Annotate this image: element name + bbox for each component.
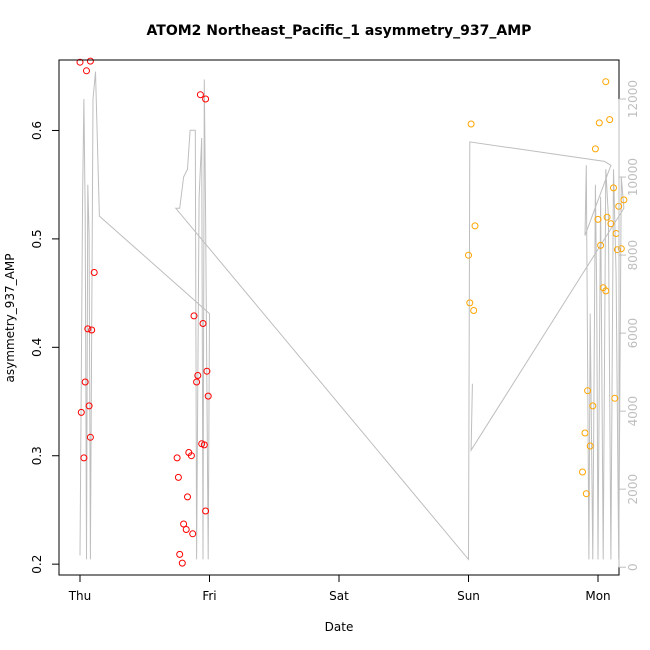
data-point-red-29 bbox=[189, 530, 197, 538]
data-point-orange-24 bbox=[471, 222, 479, 230]
data-point-orange-12 bbox=[617, 245, 625, 253]
y2-tick-label: 10000 bbox=[626, 158, 640, 196]
data-point-orange-19 bbox=[581, 429, 589, 437]
x-tick-label: Fri bbox=[202, 589, 216, 603]
data-point-red-23 bbox=[173, 454, 181, 462]
series-red bbox=[76, 57, 212, 567]
data-point-red-10 bbox=[80, 454, 88, 462]
data-point-red-7 bbox=[85, 402, 93, 410]
plot-frame bbox=[58, 59, 620, 576]
y2-tick-label: 12000 bbox=[626, 80, 640, 118]
y2-tick-label: 6000 bbox=[626, 318, 640, 349]
data-point-red-5 bbox=[88, 326, 96, 334]
series-orange bbox=[465, 78, 628, 498]
data-point-red-13 bbox=[190, 312, 198, 320]
x-axis-label: Date bbox=[325, 620, 354, 634]
data-point-orange-7 bbox=[603, 213, 611, 221]
y-tick-label: 0.3 bbox=[30, 446, 44, 465]
data-point-red-31 bbox=[178, 559, 186, 567]
data-point-red-12 bbox=[202, 95, 210, 103]
data-point-red-30 bbox=[176, 550, 184, 558]
data-point-orange-17 bbox=[584, 387, 592, 395]
data-point-red-20 bbox=[200, 441, 208, 449]
data-point-red-1 bbox=[83, 67, 90, 75]
data-point-red-2 bbox=[86, 57, 94, 65]
data-point-orange-10 bbox=[612, 230, 620, 237]
y-tick-label: 0.4 bbox=[30, 338, 44, 357]
y-tick-label: 0.2 bbox=[30, 555, 44, 574]
data-point-orange-5 bbox=[620, 196, 628, 204]
y2-tick-label: 8000 bbox=[626, 240, 640, 271]
x-tick-label: Sun bbox=[457, 589, 480, 603]
data-point-orange-21 bbox=[579, 468, 586, 476]
y-axis: 0.2 0.3 0.4 0.5 0.6 bbox=[30, 121, 60, 574]
data-point-red-18 bbox=[204, 392, 212, 400]
data-point-orange-22 bbox=[582, 490, 590, 498]
y-tick-label: 0.5 bbox=[30, 229, 44, 248]
data-point-red-9 bbox=[86, 433, 94, 441]
data-point-red-11 bbox=[196, 91, 204, 99]
x-tick-label: Thu bbox=[68, 589, 92, 603]
data-point-orange-25 bbox=[465, 251, 472, 259]
data-point-red-26 bbox=[202, 507, 210, 515]
data-point-red-22 bbox=[187, 452, 195, 460]
y2-series-line bbox=[79, 71, 625, 561]
data-point-orange-16 bbox=[611, 394, 619, 402]
data-point-red-25 bbox=[184, 493, 191, 501]
y2-tick-label: 4000 bbox=[626, 396, 640, 427]
data-point-orange-1 bbox=[602, 78, 610, 86]
data-point-red-17 bbox=[193, 378, 201, 386]
y2-tick-label: 0 bbox=[626, 563, 640, 571]
x-tick-label: Mon bbox=[585, 589, 610, 603]
data-point-orange-18 bbox=[589, 402, 597, 410]
data-point-orange-23 bbox=[467, 120, 475, 128]
data-point-red-4 bbox=[84, 325, 92, 333]
data-point-orange-8 bbox=[594, 215, 602, 223]
data-point-orange-9 bbox=[607, 220, 615, 228]
y-axis-label: asymmetry_937_AMP bbox=[3, 254, 17, 383]
data-point-red-28 bbox=[182, 526, 190, 533]
chart-title: ATOM2 Northeast_Pacific_1 asymmetry_937_… bbox=[147, 23, 532, 39]
data-point-orange-0 bbox=[595, 119, 603, 127]
data-point-orange-4 bbox=[610, 184, 617, 192]
data-point-red-16 bbox=[194, 372, 202, 379]
data-point-red-0 bbox=[76, 58, 84, 66]
plot-area bbox=[76, 57, 628, 567]
data-point-red-3 bbox=[90, 269, 98, 276]
data-point-orange-27 bbox=[470, 307, 478, 314]
data-point-orange-26 bbox=[466, 299, 474, 307]
data-point-red-8 bbox=[77, 408, 85, 416]
data-point-red-27 bbox=[180, 520, 188, 528]
y-tick-label: 0.6 bbox=[30, 121, 44, 140]
y2-tick-label: 2000 bbox=[626, 474, 640, 505]
x-axis: Thu Fri Sat Sun Mon bbox=[68, 574, 611, 603]
x-tick-label: Sat bbox=[329, 589, 349, 603]
data-point-orange-15 bbox=[602, 287, 610, 295]
data-point-orange-13 bbox=[613, 246, 621, 254]
data-point-orange-11 bbox=[597, 241, 605, 249]
data-point-orange-3 bbox=[591, 145, 599, 153]
data-point-red-6 bbox=[81, 378, 89, 386]
data-point-orange-2 bbox=[606, 116, 614, 124]
data-point-orange-20 bbox=[586, 442, 594, 450]
data-point-red-24 bbox=[174, 473, 182, 481]
y2-axis: 0 2000 4000 6000 8000 10000 12000 bbox=[618, 80, 640, 571]
data-point-red-14 bbox=[199, 320, 207, 327]
data-point-red-15 bbox=[203, 367, 211, 375]
